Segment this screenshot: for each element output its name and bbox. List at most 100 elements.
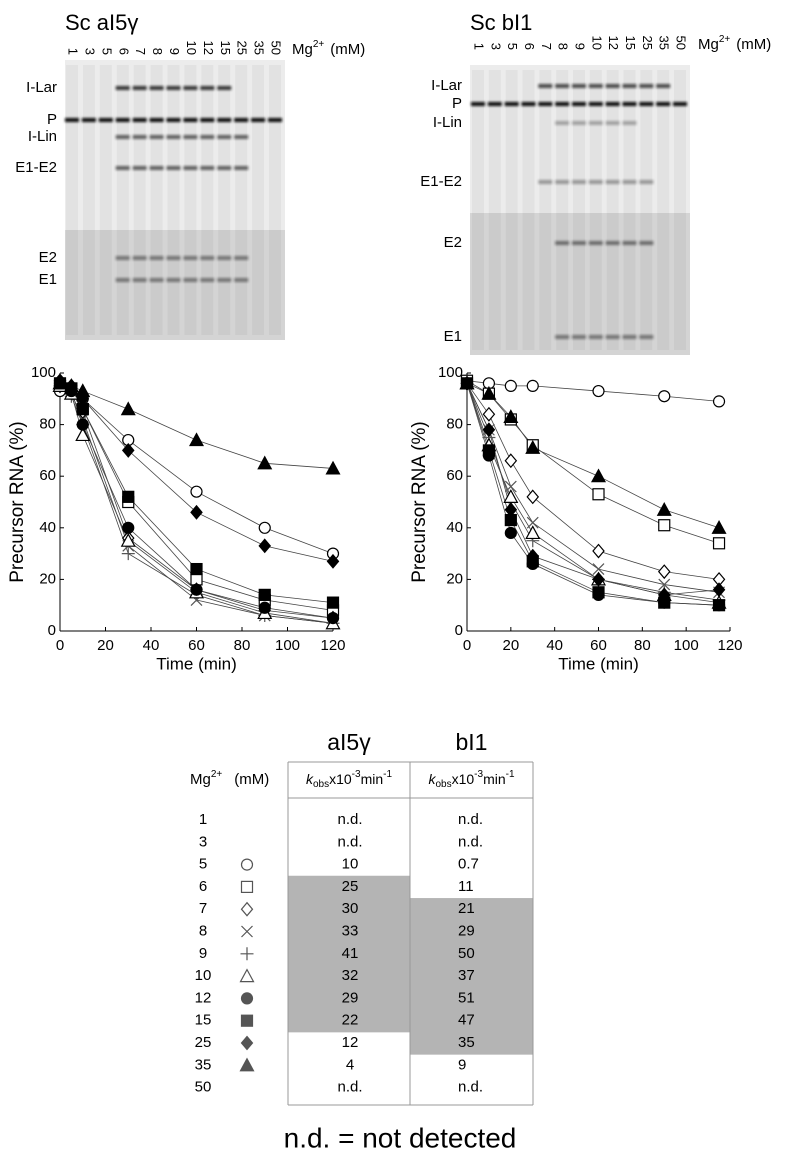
shaded-cell <box>288 1009 410 1033</box>
lane-label: 10 <box>184 41 199 55</box>
kobs-value: 22 <box>342 1012 359 1029</box>
marker <box>258 521 271 534</box>
x-tick-label: 40 <box>546 637 563 654</box>
lane-streak <box>269 65 281 335</box>
kobs-value: n.d. <box>337 1079 362 1096</box>
lane-streak <box>573 70 585 350</box>
marker <box>326 611 340 625</box>
gel-band <box>115 278 130 282</box>
marker <box>76 418 89 431</box>
marker <box>504 502 518 518</box>
marker <box>481 385 497 400</box>
footnote: n.d. = not detected <box>284 1122 517 1153</box>
kobs-value: 29 <box>458 922 475 939</box>
shaded-cell <box>410 964 533 988</box>
marker <box>658 390 671 403</box>
x-tick-label: 40 <box>143 637 160 654</box>
marker <box>482 444 496 457</box>
gel-band <box>149 135 164 139</box>
lane-streak <box>82 65 95 335</box>
gel-band <box>555 84 570 88</box>
kobs-value: 32 <box>342 967 359 984</box>
lane-streak <box>522 70 535 350</box>
marker <box>240 858 254 871</box>
gel-band <box>639 335 654 339</box>
text-part: Mg <box>698 36 719 53</box>
gel-background <box>470 213 690 355</box>
lane-label: 15 <box>218 41 233 55</box>
gel-band <box>217 166 232 170</box>
y-tick-label: 0 <box>455 622 463 639</box>
gel-band <box>605 84 620 88</box>
gel-band <box>166 118 181 122</box>
marker <box>190 504 203 520</box>
y-axis-label: Precursor RNA (%) <box>409 421 430 583</box>
gel-band <box>200 118 215 122</box>
gel-band <box>538 102 553 106</box>
y-tick-label: 100 <box>438 364 463 381</box>
x-axis-label: Time (min) <box>558 654 639 673</box>
y-tick-label: 20 <box>39 570 56 587</box>
x-tick-label: 0 <box>56 637 64 654</box>
kobs-value: 10 <box>342 856 359 873</box>
gel-band <box>588 180 603 184</box>
gel-band <box>200 135 215 139</box>
y-tick-label: 100 <box>31 364 56 381</box>
x-tick-label: 80 <box>634 637 651 654</box>
gel-band <box>555 102 570 106</box>
marker <box>121 547 135 561</box>
marker <box>190 562 203 576</box>
lane-streak <box>184 65 197 335</box>
marker <box>120 532 136 547</box>
marker <box>188 432 205 447</box>
marker <box>525 525 541 540</box>
band-label: E1 <box>444 328 462 345</box>
k-header: kobsx10-3min-1 <box>428 769 515 790</box>
kobs-value: 50 <box>458 945 475 962</box>
gel-band <box>622 121 637 125</box>
marker <box>526 379 539 392</box>
gel-title: Sc aI5γ <box>65 10 138 35</box>
gel-band <box>81 118 96 122</box>
text-part: x10 <box>452 771 475 787</box>
gel-band <box>166 256 181 260</box>
mg-value: 1 <box>199 811 207 828</box>
mg-value: 15 <box>195 1012 212 1029</box>
marker <box>326 553 340 569</box>
mg-value: 9 <box>199 945 207 962</box>
lane-label: 9 <box>167 48 182 55</box>
marker <box>63 378 79 392</box>
marker <box>712 395 726 408</box>
mg-value: 35 <box>195 1056 212 1073</box>
gel-background <box>470 65 690 213</box>
kobs-value: 25 <box>342 878 359 895</box>
gel-band <box>639 241 654 245</box>
lane-streak <box>539 70 552 350</box>
band-label: E1-E2 <box>15 159 57 176</box>
gel-band <box>639 84 654 88</box>
kobs-value: n.d. <box>458 833 483 850</box>
kobs-value: 47 <box>458 1012 475 1029</box>
lane-label: 5 <box>99 48 114 55</box>
kobs-value: 12 <box>342 1034 359 1051</box>
y-axis-label: Precursor RNA (%) <box>7 421 28 583</box>
marker <box>120 401 136 416</box>
gel-band <box>572 121 586 125</box>
lane-streak <box>201 65 214 335</box>
marker <box>526 516 539 529</box>
kobs-value: n.d. <box>337 811 362 828</box>
marker <box>75 383 91 398</box>
gel-background <box>65 230 285 340</box>
lane-streak <box>505 70 518 350</box>
x-tick-label: 120 <box>320 637 345 654</box>
gel-band <box>200 86 215 90</box>
kobs-value: 33 <box>342 922 359 939</box>
x-tick-label: 60 <box>188 637 205 654</box>
mg-value: 12 <box>195 989 212 1006</box>
gel-band <box>605 121 620 125</box>
gel-band <box>149 256 164 260</box>
lane-streak <box>472 70 484 350</box>
text-part: -1 <box>383 769 392 780</box>
band-label: E1 <box>39 271 57 288</box>
